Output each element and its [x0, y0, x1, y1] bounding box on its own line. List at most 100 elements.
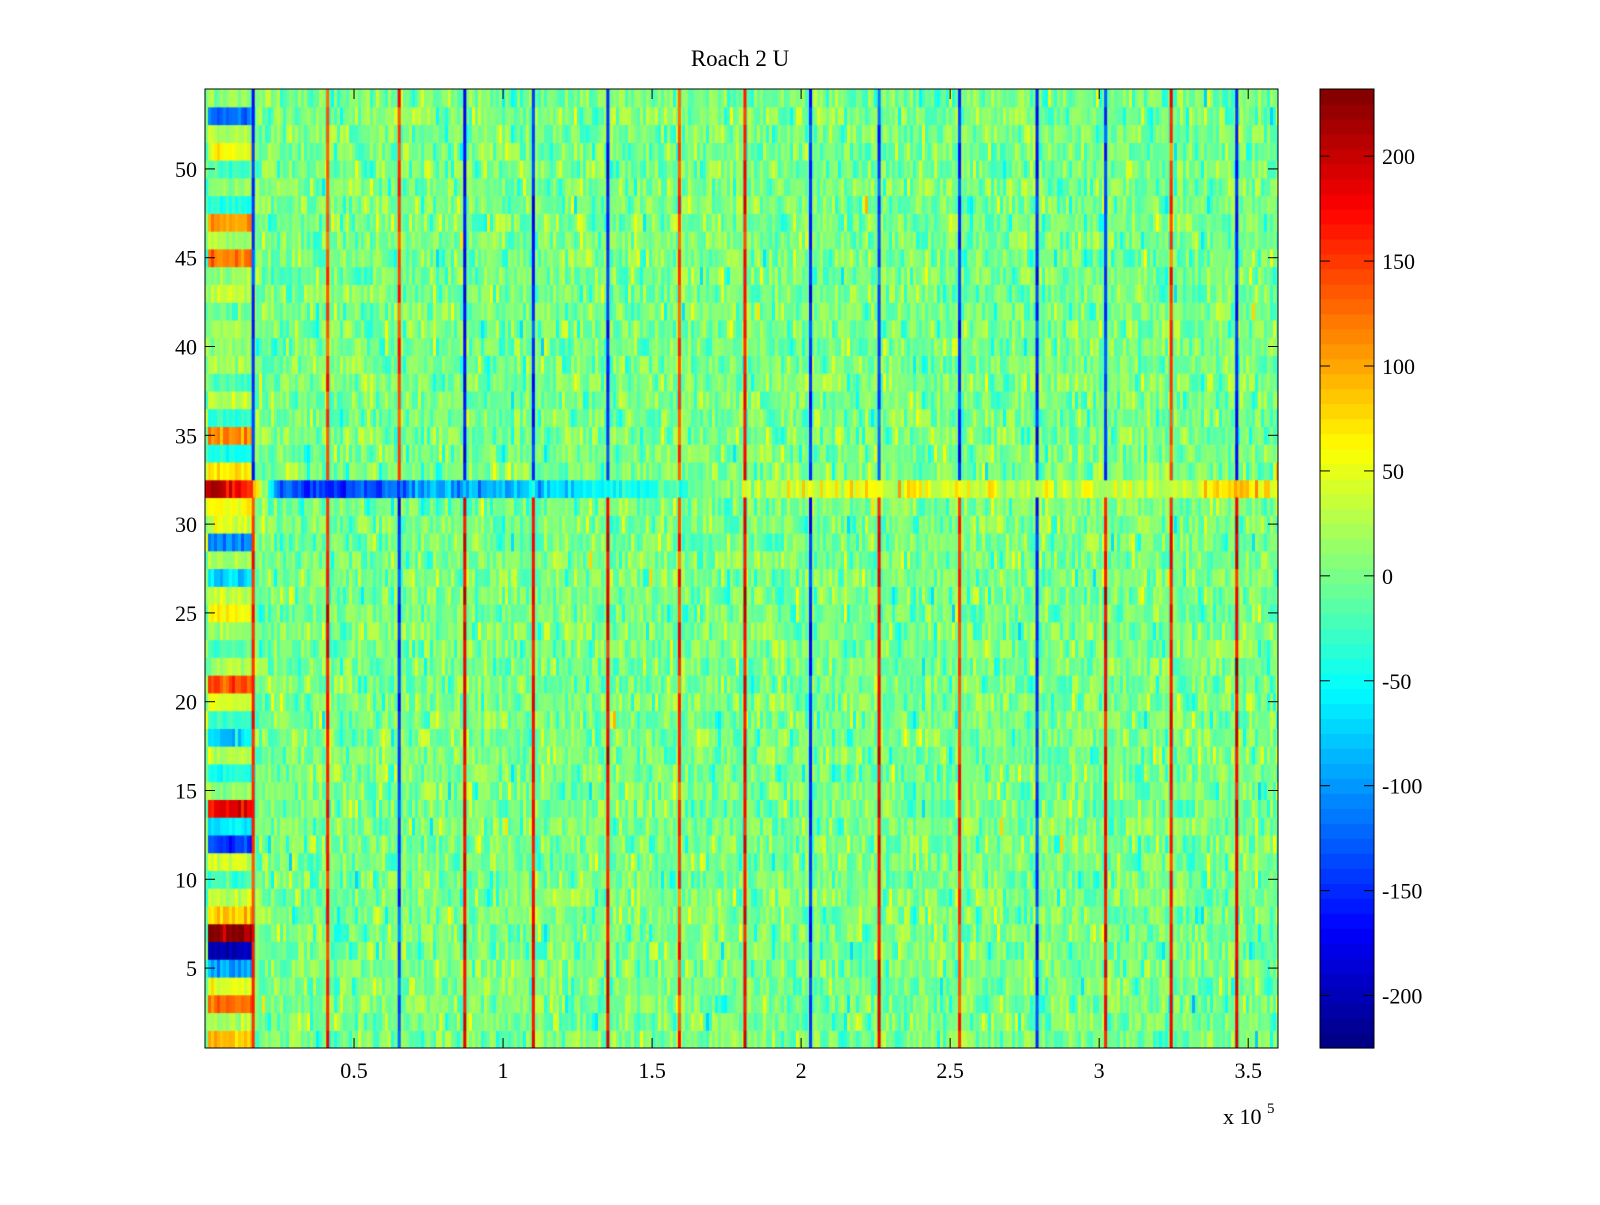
colorbar-segment [1320, 313, 1374, 330]
colorbar-segment [1320, 583, 1374, 600]
colorbar-segment [1320, 793, 1374, 809]
x-tick-label: 2.5 [936, 1058, 964, 1083]
colorbar-tick-label: 150 [1382, 249, 1415, 274]
colorbar-segment [1320, 988, 1374, 1004]
colorbar-segment [1320, 868, 1374, 884]
colorbar-segment [1320, 598, 1374, 615]
y-tick-label: 25 [175, 601, 197, 626]
colorbar-segment [1320, 733, 1374, 749]
colorbar-segment [1320, 928, 1374, 944]
colorbar-segment [1320, 298, 1374, 315]
colorbar-segment [1320, 268, 1374, 285]
colorbar-segment [1320, 568, 1374, 585]
colorbar-segment [1320, 103, 1374, 120]
heatmap-cells [205, 89, 1278, 1048]
y-tick-label: 10 [175, 867, 197, 892]
colorbar-axis: -200 -150 -100 -50 0 50 100 150 200 [1320, 144, 1422, 1009]
colorbar-segment [1320, 388, 1374, 405]
colorbar-tick-label: -200 [1382, 984, 1422, 1009]
colorbar-segment [1320, 673, 1374, 689]
colorbar-segment [1320, 283, 1374, 300]
x-tick-label: 3 [1094, 1058, 1105, 1083]
colorbar-tick-label: 200 [1382, 144, 1415, 169]
colorbar [1320, 89, 1374, 1049]
colorbar-segment [1320, 403, 1374, 420]
colorbar-segment [1320, 163, 1374, 180]
colorbar-segment [1320, 1033, 1374, 1049]
x-tick-label: 1 [498, 1058, 509, 1083]
colorbar-segment [1320, 748, 1374, 764]
colorbar-segment [1320, 238, 1374, 255]
colorbar-segment [1320, 343, 1374, 360]
colorbar-segment [1320, 643, 1374, 660]
colorbar-segment [1320, 538, 1374, 555]
y-tick-label: 5 [186, 956, 197, 981]
colorbar-segment [1320, 358, 1374, 375]
colorbar-segment [1320, 913, 1374, 929]
colorbar-segment [1320, 808, 1374, 824]
y-tick-label: 45 [175, 246, 197, 271]
y-tick-label: 35 [175, 423, 197, 448]
colorbar-segment [1320, 958, 1374, 974]
colorbar-segment [1320, 898, 1374, 914]
colorbar-segment [1320, 823, 1374, 839]
colorbar-segment [1320, 763, 1374, 779]
colorbar-segment [1320, 463, 1374, 480]
colorbar-segment [1320, 448, 1374, 465]
colorbar-segment [1320, 688, 1374, 704]
colorbar-segment [1320, 718, 1374, 734]
x-axis-exponent-base: x 10 [1223, 1104, 1262, 1129]
x-tick-label: 3.5 [1234, 1058, 1262, 1083]
colorbar-segment [1320, 118, 1374, 135]
colorbar-segment [1320, 373, 1374, 390]
colorbar-tick-label: 0 [1382, 564, 1393, 589]
plot-frame [204, 88, 1279, 1049]
y-tick-label: 50 [175, 157, 197, 182]
colorbar-segment [1320, 478, 1374, 495]
colorbar-tick-label: -100 [1382, 774, 1422, 799]
colorbar-segment [1320, 838, 1374, 854]
x-tick-label: 2 [796, 1058, 807, 1083]
colorbar-segment [1320, 1018, 1374, 1034]
colorbar-segment [1320, 778, 1374, 794]
colorbar-segment [1320, 223, 1374, 240]
colorbar-segment [1320, 508, 1374, 525]
y-tick-label: 40 [175, 335, 197, 360]
colorbar-frame [1319, 88, 1375, 1049]
colorbar-segment [1320, 628, 1374, 645]
colorbar-tick-label: -150 [1382, 879, 1422, 904]
colorbar-segment [1320, 553, 1374, 570]
chart-title: Roach 2 U [691, 46, 790, 71]
colorbar-segment [1320, 178, 1374, 195]
colorbar-segment [1320, 133, 1374, 150]
colorbar-segment [1320, 973, 1374, 989]
colorbar-segment [1320, 493, 1374, 510]
colorbar-segment [1320, 613, 1374, 630]
x-axis-exponent: x 10 5 [1223, 1101, 1275, 1129]
colorbar-segment [1320, 418, 1374, 435]
colorbar-segment [1320, 523, 1374, 540]
colorbar-segment [1320, 943, 1374, 959]
x-tick-label: 0.5 [340, 1058, 368, 1083]
colorbar-segment [1320, 253, 1374, 270]
colorbar-segment [1320, 328, 1374, 345]
x-axis-exponent-power: 5 [1267, 1101, 1275, 1117]
colorbar-segment [1320, 883, 1374, 899]
colorbar-segment [1320, 433, 1374, 450]
y-tick-label: 30 [175, 512, 197, 537]
y-tick-label: 20 [175, 690, 197, 715]
colorbar-segment [1320, 208, 1374, 225]
colorbar-segment [1320, 853, 1374, 869]
heatmap-image [205, 89, 1278, 1048]
colorbar-tick-label: 100 [1382, 354, 1415, 379]
colorbar-segment [1320, 148, 1374, 165]
x-tick-label: 1.5 [638, 1058, 666, 1083]
y-axis: 5 10 15 20 25 30 35 40 45 50 [175, 157, 1278, 981]
colorbar-segment [1320, 658, 1374, 674]
colorbar-tick-label: 50 [1382, 459, 1404, 484]
x-axis: 0.5 1 1.5 2 2.5 3 3.5 [340, 89, 1262, 1083]
colorbar-segment [1320, 1003, 1374, 1019]
colorbar-segment [1320, 89, 1374, 105]
